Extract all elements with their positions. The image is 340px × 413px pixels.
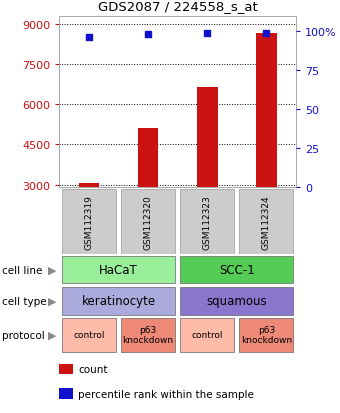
Bar: [180, 318, 234, 351]
Text: cell type: cell type: [2, 296, 46, 306]
Text: protocol: protocol: [2, 330, 45, 340]
Text: count: count: [78, 364, 108, 374]
Bar: [138, 129, 158, 188]
Text: p63
knockdown: p63 knockdown: [122, 325, 174, 344]
Text: GSM112319: GSM112319: [85, 195, 94, 249]
Bar: [239, 190, 293, 254]
Text: SCC-1: SCC-1: [219, 263, 255, 277]
Bar: [79, 184, 99, 188]
Bar: [121, 190, 175, 254]
Text: ▶: ▶: [48, 296, 56, 306]
Point: [204, 31, 210, 37]
Text: HaCaT: HaCaT: [99, 263, 138, 277]
Text: cell line: cell line: [2, 265, 42, 275]
Bar: [239, 318, 293, 351]
Text: control: control: [73, 330, 105, 339]
Text: keratinocyte: keratinocyte: [82, 294, 156, 308]
Bar: [180, 190, 234, 254]
Text: p63
knockdown: p63 knockdown: [241, 325, 292, 344]
Text: GSM112323: GSM112323: [203, 195, 212, 249]
Text: percentile rank within the sample: percentile rank within the sample: [78, 389, 254, 399]
Text: control: control: [191, 330, 223, 339]
Bar: [62, 256, 175, 284]
Text: ▶: ▶: [48, 330, 56, 340]
Point: [146, 32, 151, 38]
Text: ▶: ▶: [48, 265, 56, 275]
Bar: [197, 88, 218, 188]
Bar: [256, 34, 277, 188]
Text: GSM112324: GSM112324: [262, 195, 271, 249]
Bar: [180, 256, 293, 284]
Bar: [62, 318, 116, 351]
Bar: [180, 287, 293, 315]
Point: [86, 35, 92, 42]
Text: squamous: squamous: [206, 294, 267, 308]
Bar: [121, 318, 175, 351]
Bar: [62, 287, 175, 315]
Text: GSM112320: GSM112320: [143, 195, 153, 249]
Bar: [62, 190, 116, 254]
Title: GDS2087 / 224558_s_at: GDS2087 / 224558_s_at: [98, 0, 257, 12]
Point: [264, 31, 269, 37]
